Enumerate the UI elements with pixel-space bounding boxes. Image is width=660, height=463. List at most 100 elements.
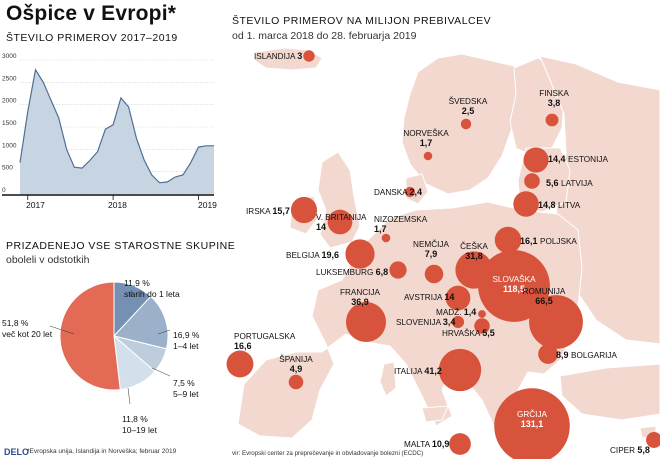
country-value: 31,8 xyxy=(465,251,483,261)
pie-label-desc: 5–9 let xyxy=(173,389,199,399)
country-value: 118,5 xyxy=(503,284,525,294)
pie-slice xyxy=(59,281,121,391)
country-label: ITALIJA 41,2 xyxy=(394,366,442,376)
country-label: CIPER 5,8 xyxy=(610,445,650,455)
country-label: SLOVENIJA 3,4 xyxy=(396,317,455,327)
country-name: MADŽ. xyxy=(436,307,464,317)
country-label: 8,9 BOLGARIJA xyxy=(556,350,618,360)
pie-label-desc: starih do 1 leta xyxy=(124,289,180,299)
bubble-mark xyxy=(646,432,660,448)
country-label: NIZOZEMSKA xyxy=(374,215,428,224)
country-name: DANSKA xyxy=(374,188,410,197)
country-label: NEMČIJA xyxy=(413,239,449,249)
country-name: HRVAŠKA xyxy=(442,328,482,338)
country-label: PORTUGALSKA xyxy=(234,332,296,341)
bubble-mark xyxy=(451,315,465,329)
bubble-mark xyxy=(381,233,391,243)
bubble-mark xyxy=(449,433,471,455)
bubble-mark xyxy=(513,191,539,217)
country-value: 15,7 xyxy=(272,206,290,216)
country-label: ČEŠKA xyxy=(460,241,488,251)
pie-leader xyxy=(49,325,75,335)
country-label: AVSTRIJA 14 xyxy=(404,292,454,302)
footer-source: vir: Evropski center za preprečevanje in… xyxy=(232,450,424,457)
bubble-mark xyxy=(423,151,433,161)
country-value: 2,5 xyxy=(462,106,475,116)
country-label: FRANCIJA xyxy=(340,288,381,297)
bubble-mark xyxy=(545,113,559,127)
footer-note: *Evropska unija, Islandija in Norveška; … xyxy=(27,448,177,455)
country-label: FINSKA xyxy=(539,89,569,98)
country-label: GRČIJA xyxy=(517,409,548,419)
country-label: V. BRITANIJA xyxy=(316,213,367,222)
islands-shape xyxy=(379,361,397,397)
country-label: HRVAŠKA 5,5 xyxy=(442,328,495,338)
map-chart: ISLANDIJA 3ŠVEDSKA2,5FINSKA3,8NORVEŠKA1,… xyxy=(226,47,660,459)
pie-leader xyxy=(157,329,171,335)
country-value: 6,8 xyxy=(376,267,389,277)
bubble-mark xyxy=(478,310,486,318)
country-name: ISLANDIJA xyxy=(254,52,297,61)
line-chart: 3000 2500 2000 1500 1000 500 0 2017 2018 2019 xyxy=(2,53,217,210)
country-name: SLOVENIJA xyxy=(396,318,443,327)
bubble-mark xyxy=(424,264,444,284)
y-tick-label: 2500 xyxy=(2,75,17,82)
country-value: 7,9 xyxy=(425,249,438,259)
country-name: IRSKA xyxy=(246,207,272,216)
country-value: 4,9 xyxy=(290,364,303,374)
bubble-mark xyxy=(529,295,583,349)
pie-label-pct: 11,8 % xyxy=(122,414,148,424)
bubble-mark xyxy=(494,226,522,254)
country-value: 5,8 xyxy=(637,445,650,455)
country-value: 1,7 xyxy=(420,138,433,148)
country-label: SLOVAŠKA xyxy=(492,274,536,284)
pie-leader xyxy=(127,387,131,405)
bubble-mark xyxy=(303,50,315,62)
country-value: 1,7 xyxy=(374,224,387,234)
bubble-mark xyxy=(538,344,558,364)
bubble-mark xyxy=(345,301,387,343)
y-tick-label: 500 xyxy=(2,165,13,172)
country-value: 131,1 xyxy=(521,419,544,429)
y-tick-label: 0 xyxy=(2,187,6,194)
country-value: 41,2 xyxy=(424,366,442,376)
bubble-mark xyxy=(288,374,304,390)
pie-label-pct: 16,9 % xyxy=(173,330,200,340)
bubble-mark xyxy=(226,350,254,378)
country-label: ŠPANIJA xyxy=(279,354,313,364)
area-fill xyxy=(20,69,214,194)
bubble-mark xyxy=(327,209,353,235)
country-value: 5,5 xyxy=(482,328,495,338)
pie-label-desc: več kot 20 let xyxy=(2,329,53,339)
pie-label-pct: 51,8 % xyxy=(2,318,29,328)
line-chart-title: ŠTEVILO PRIMEROV 2017–2019 xyxy=(6,32,178,44)
x-tick-label: 2017 xyxy=(26,200,45,210)
map-subtitle: od 1. marca 2018 do 28. februarja 2019 xyxy=(232,30,417,42)
sicily-shape xyxy=(421,405,449,423)
page-title: Ošpice v Evropi* xyxy=(6,2,177,25)
pie-label-desc: 1–4 let xyxy=(173,341,199,351)
anatolia-shape xyxy=(559,363,660,421)
country-label: ŠVEDSKA xyxy=(449,96,488,106)
country-label: NORVEŠKA xyxy=(403,128,449,138)
country-value: 16,1 xyxy=(520,236,540,246)
country-value: 1,4 xyxy=(464,307,477,317)
pie-chart: 11,9 %starih do 1 leta 16,9 %1–4 let 7,5 %… xyxy=(2,278,200,435)
y-tick-label: 1500 xyxy=(2,120,17,127)
area-line xyxy=(19,68,214,184)
country-name: BOLGARIJA xyxy=(571,351,617,360)
country-label: LUKSEMBURG 6,8 xyxy=(316,267,388,277)
bubble-mark xyxy=(438,348,482,392)
country-value: 66,5 xyxy=(535,296,553,306)
pie-label-desc: 10–19 let xyxy=(122,425,158,435)
country-name: POLJSKA xyxy=(540,237,577,246)
country-value: 3 xyxy=(297,51,302,61)
bubble-mark xyxy=(445,285,471,311)
country-value: 3,4 xyxy=(443,317,456,327)
bubble-mark xyxy=(523,147,549,173)
country-name: LUKSEMBURG xyxy=(316,268,376,277)
map-title: ŠTEVILO PRIMEROV NA MILIJON PREBIVALCEV xyxy=(232,15,492,27)
country-name: ITALIJA xyxy=(394,367,424,376)
pie-label-pct: 11,9 % xyxy=(124,278,150,288)
country-label: ROMUNIJA xyxy=(523,287,566,296)
